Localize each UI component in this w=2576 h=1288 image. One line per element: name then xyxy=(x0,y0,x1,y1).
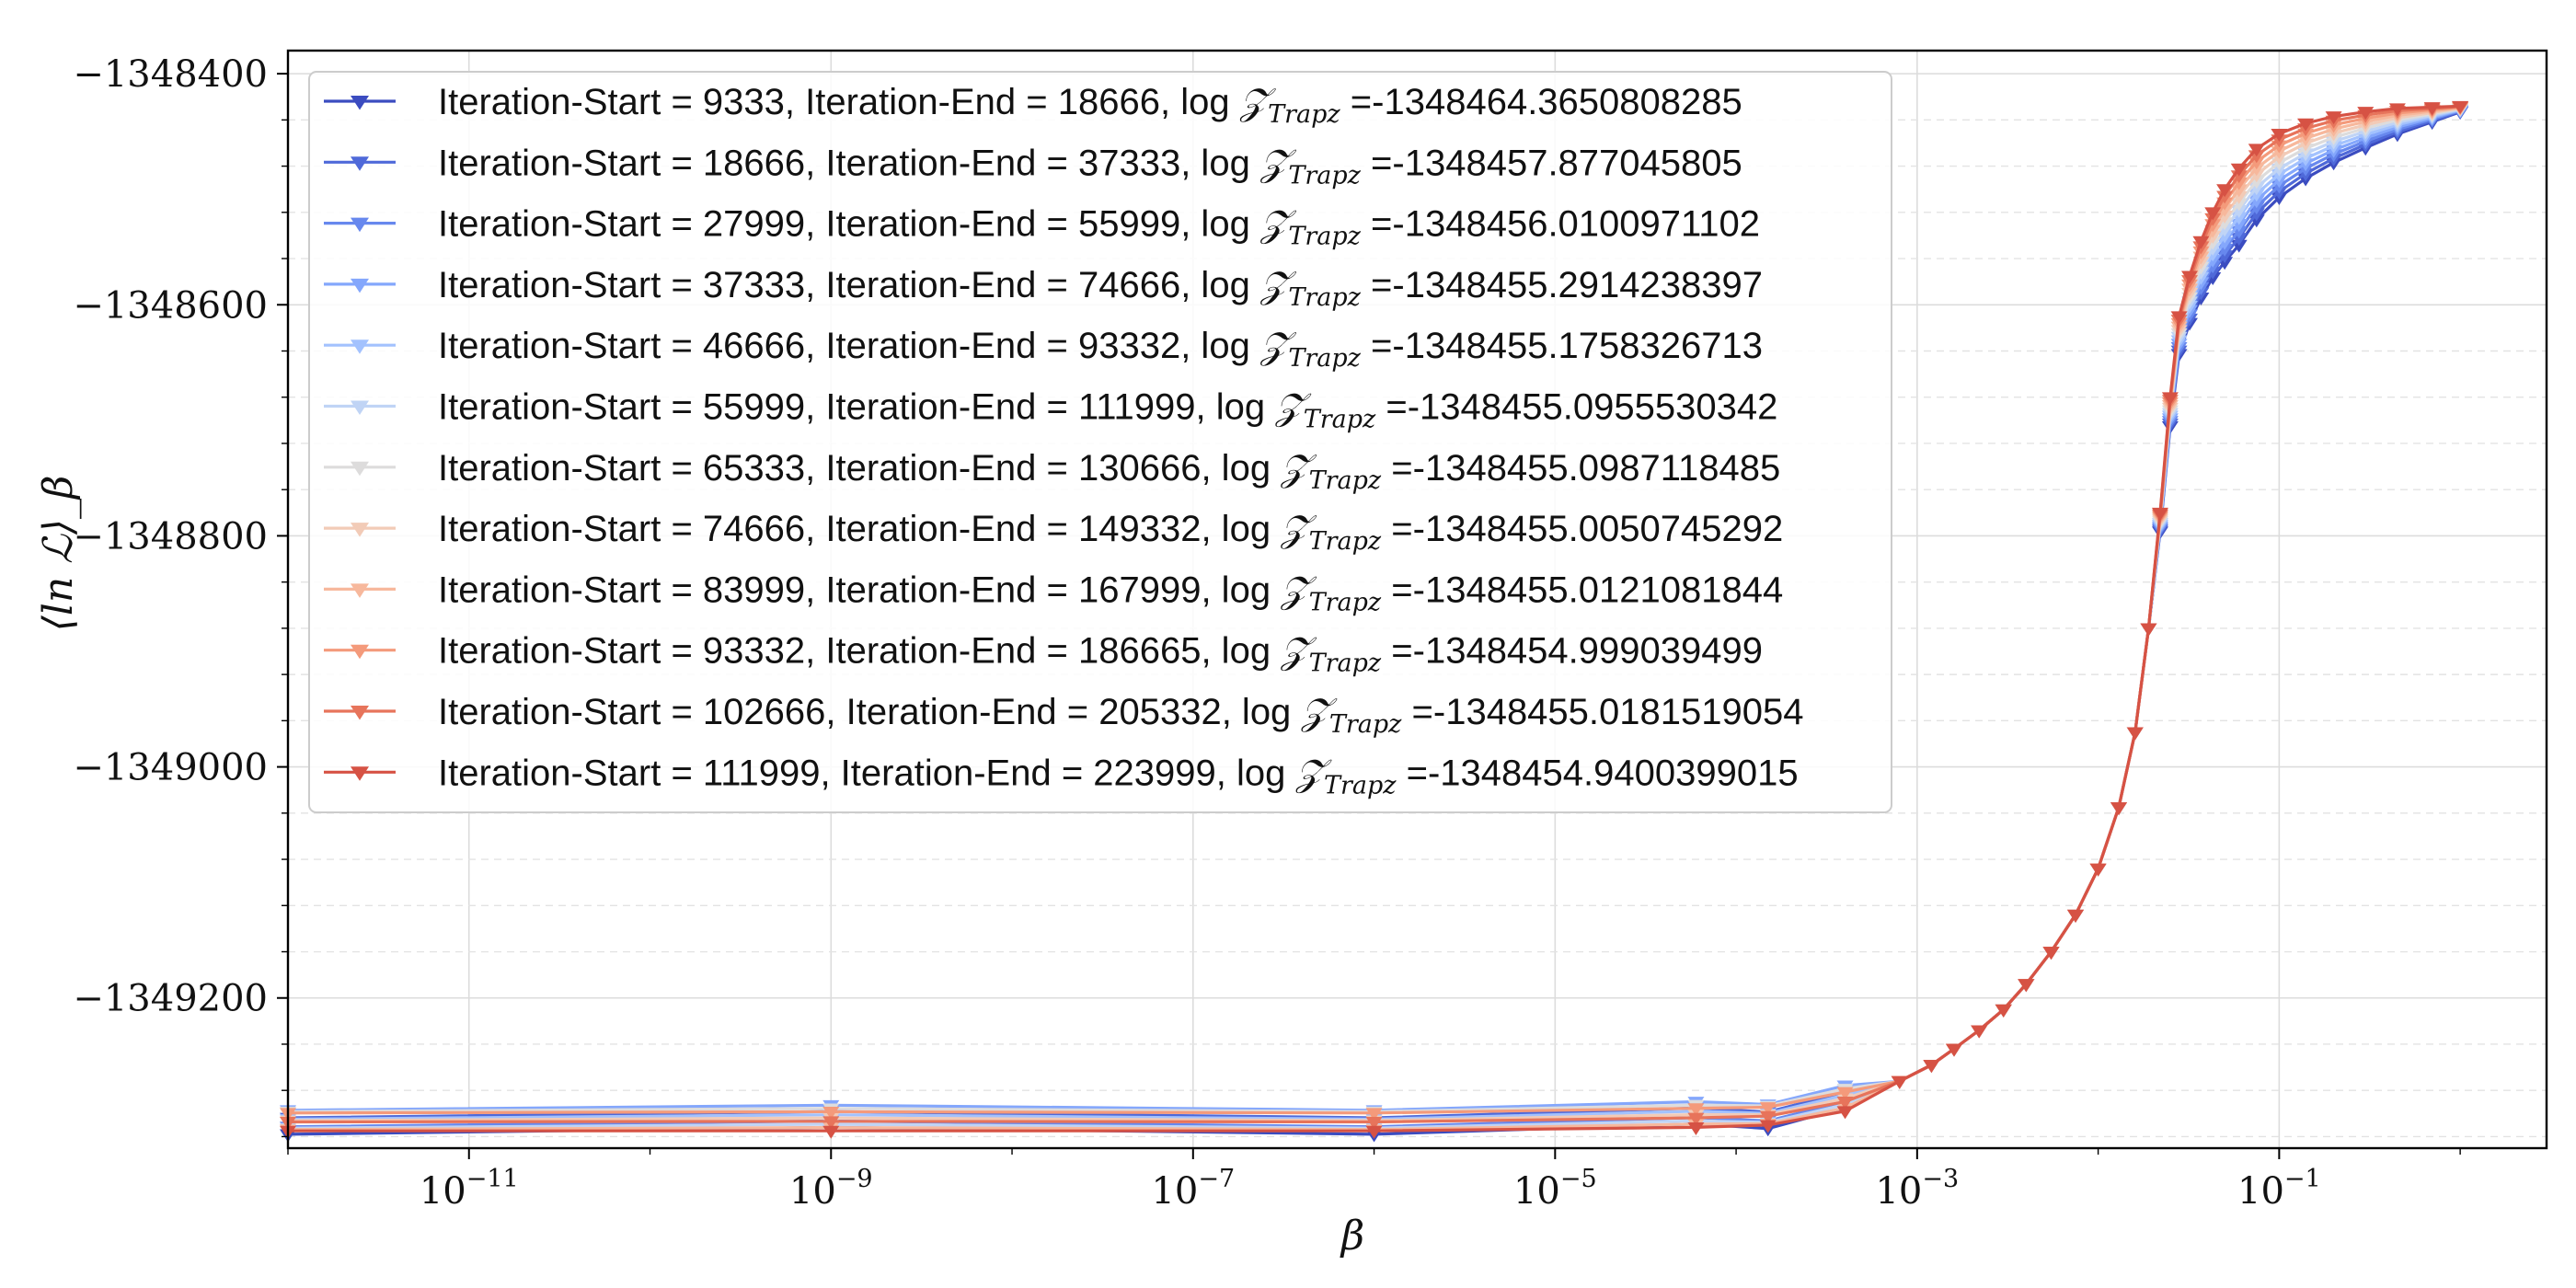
x-tick-label: 10−5 xyxy=(1513,1165,1597,1213)
data-point-marker xyxy=(2452,100,2469,114)
data-point-marker xyxy=(2180,270,2198,284)
y-axis-label: ⟨ln ℒ⟩_β xyxy=(35,476,82,632)
legend-swatch-marker xyxy=(351,706,369,720)
data-point-marker xyxy=(822,1125,840,1139)
data-point-marker xyxy=(2151,507,2168,521)
data-point-marker xyxy=(1759,1102,1777,1116)
legend-entry-label: Iteration-Start = 27999, Iteration-End =… xyxy=(438,203,1760,251)
data-point-marker xyxy=(2170,311,2188,325)
data-point-marker xyxy=(2271,129,2288,142)
legend-swatch-marker xyxy=(351,461,369,477)
data-point-marker xyxy=(1891,1075,1908,1089)
legend-swatch-marker xyxy=(351,156,369,171)
legend-swatch-marker xyxy=(351,217,369,233)
data-point-marker xyxy=(2297,118,2315,132)
data-point-marker xyxy=(2126,727,2144,741)
data-point-marker xyxy=(1923,1060,1940,1074)
legend: Iteration-Start = 9333, Iteration-End = … xyxy=(308,71,1892,813)
data-point-marker xyxy=(1836,1097,1854,1110)
data-point-marker xyxy=(2248,144,2265,157)
legend-entry-label: Iteration-Start = 37333, Iteration-End =… xyxy=(438,264,1763,312)
data-point-marker xyxy=(2140,623,2157,637)
plot-frame xyxy=(286,49,2548,1150)
legend-swatch-marker xyxy=(351,766,369,781)
data-point-marker xyxy=(2204,207,2222,221)
y-tick-label: −1348800 xyxy=(73,515,268,558)
data-point-marker xyxy=(1365,1117,1383,1131)
series-lines xyxy=(280,100,2469,1143)
data-point-marker xyxy=(2161,392,2179,406)
data-point-marker xyxy=(2110,802,2128,816)
legend-entry-label: Iteration-Start = 102666, Iteration-End … xyxy=(438,691,1804,739)
x-tick-label: 10−9 xyxy=(789,1165,873,1213)
x-tick-label: 10−1 xyxy=(2237,1165,2321,1213)
axes: 10−11 10−9 10−7 10−5 10−3 10−1 −1348400 −134860… xyxy=(35,49,2548,1259)
data-point-marker xyxy=(1687,1121,1705,1135)
x-tick-label: 10−11 xyxy=(420,1165,519,1213)
y-tick-label: −1348600 xyxy=(73,284,268,327)
legend-entry-label: Iteration-Start = 55999, Iteration-End =… xyxy=(438,386,1777,434)
data-point-marker xyxy=(1759,1120,1777,1133)
series-line xyxy=(288,104,2461,1133)
data-point-marker xyxy=(1687,1112,1705,1126)
legend-swatch-marker xyxy=(351,278,369,293)
data-point-marker xyxy=(1365,1108,1383,1121)
legend-swatch-marker xyxy=(351,96,369,110)
x-axis-label: β xyxy=(1340,1213,1364,1259)
data-point-marker xyxy=(1995,1004,2012,1018)
y-tick-label: −1349200 xyxy=(73,978,268,1020)
legend-entry-label: Iteration-Start = 46666, Iteration-End =… xyxy=(438,325,1763,373)
legend-swatch-marker xyxy=(351,339,369,354)
x-tick-label: 10−3 xyxy=(1875,1165,1959,1213)
data-point-marker xyxy=(2423,102,2441,116)
legend-entry-label: Iteration-Start = 111999, Iteration-End … xyxy=(438,752,1799,799)
data-point-marker xyxy=(2357,107,2375,121)
legend-entry-label: Iteration-Start = 18666, Iteration-End =… xyxy=(438,142,1742,190)
data-point-marker xyxy=(1759,1110,1777,1124)
data-point-marker xyxy=(1836,1087,1854,1100)
legend-entry-label: Iteration-Start = 9333, Iteration-End = … xyxy=(438,81,1742,129)
data-point-marker xyxy=(822,1116,840,1130)
data-point-marker xyxy=(2325,111,2342,125)
legend-box xyxy=(308,71,1892,813)
data-point-marker xyxy=(2042,947,2060,960)
y-tick-label: −1349000 xyxy=(73,747,268,789)
legend-swatch-marker xyxy=(351,400,369,415)
data-point-marker xyxy=(2230,163,2248,177)
data-point-marker xyxy=(1971,1025,1988,1039)
data-point-marker xyxy=(822,1106,840,1120)
data-point-marker xyxy=(1365,1125,1383,1139)
data-point-marker xyxy=(1836,1106,1854,1120)
legend-swatch-marker xyxy=(351,583,369,598)
data-point-marker xyxy=(1946,1043,1963,1057)
y-tick-label: −1348400 xyxy=(73,53,268,96)
legend-entry-label: Iteration-Start = 83999, Iteration-End =… xyxy=(438,569,1783,616)
data-point-marker xyxy=(2216,184,2234,198)
data-point-marker xyxy=(2388,103,2406,117)
data-point-marker xyxy=(2018,979,2035,993)
data-point-marker xyxy=(1687,1103,1705,1117)
data-point-marker xyxy=(2192,236,2210,249)
legend-entry-label: Iteration-Start = 93332, Iteration-End =… xyxy=(438,630,1763,678)
legend-entry-label: Iteration-Start = 74666, Iteration-End =… xyxy=(438,508,1783,556)
data-point-marker xyxy=(2067,909,2085,923)
legend-swatch-marker xyxy=(351,523,369,537)
legend-entry-label: Iteration-Start = 65333, Iteration-End =… xyxy=(438,447,1780,495)
data-point-marker xyxy=(2089,863,2107,877)
legend-swatch-marker xyxy=(351,644,369,660)
x-tick-label: 10−7 xyxy=(1151,1165,1235,1213)
